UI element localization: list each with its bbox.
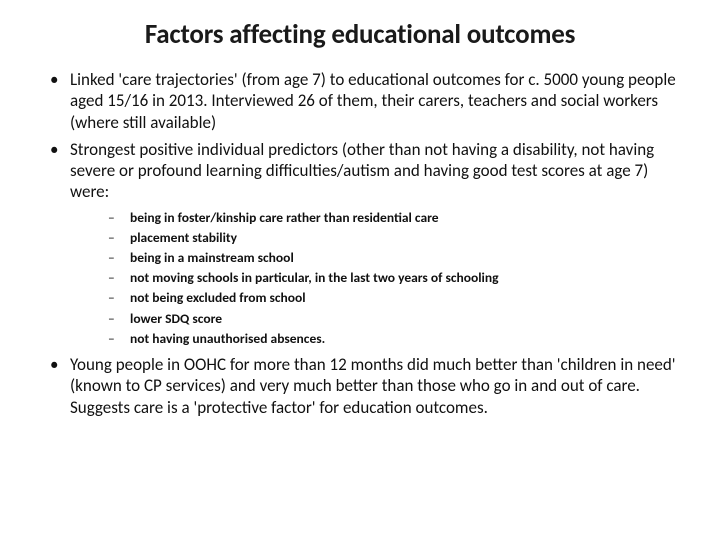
sub-bullet-item: being in a mainstream school <box>70 249 680 267</box>
sub-bullet-item: not having unauthorised absences. <box>70 330 680 348</box>
sub-bullet-item: lower SDQ score <box>70 310 680 328</box>
bullet-item: Linked 'care trajectories' (from age 7) … <box>40 69 680 133</box>
bullet-item: Young people in OOHC for more than 12 mo… <box>40 354 680 418</box>
sub-bullet-item: being in foster/kinship care rather than… <box>70 209 680 227</box>
sub-bullet-list: being in foster/kinship care rather than… <box>70 209 680 349</box>
sub-bullet-item: not being excluded from school <box>70 289 680 307</box>
bullet-text: Linked 'care trajectories' (from age 7) … <box>70 69 676 133</box>
bullet-item: Strongest positive individual predictors… <box>40 139 680 348</box>
sub-bullet-item: placement stability <box>70 229 680 247</box>
slide: Factors affecting educational outcomes L… <box>0 0 720 540</box>
sub-bullet-item: not moving schools in particular, in the… <box>70 269 680 287</box>
bullet-text: Strongest positive individual predictors… <box>70 139 654 203</box>
slide-title: Factors affecting educational outcomes <box>40 18 680 51</box>
bullet-text: Young people in OOHC for more than 12 mo… <box>70 354 676 418</box>
bullet-list: Linked 'care trajectories' (from age 7) … <box>40 69 680 418</box>
